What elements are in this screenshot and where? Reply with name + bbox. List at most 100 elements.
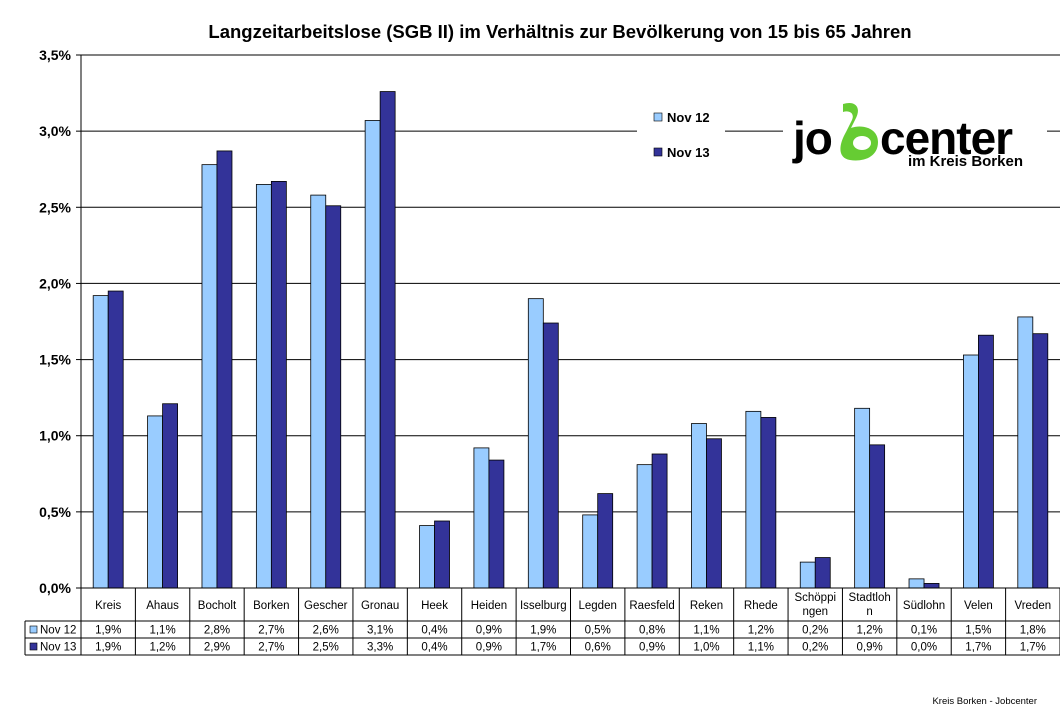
table-series-label-nov13: Nov 13 <box>40 642 76 654</box>
y-axis: 0,0% 0,5% 1,0% 1,5% 2,0% 2,5% 3,0% 3,5% <box>39 47 82 596</box>
legend-swatch-nov13 <box>653 147 663 157</box>
table-cell-nov12: 3,1% <box>367 625 393 637</box>
bar-nov12-10 <box>636 464 653 589</box>
bar-nov12-11 <box>691 423 707 589</box>
bar-nov13-9 <box>597 493 614 589</box>
y-tick-label: 1,5% <box>39 352 71 368</box>
category-label: Gescher <box>304 600 348 612</box>
table-cell-nov13: 2,7% <box>258 642 284 654</box>
table-cell-nov12: 2,6% <box>313 625 339 637</box>
table-cell-nov13: 0,4% <box>421 642 447 654</box>
bar-nov13-0 <box>107 290 124 589</box>
table-cell-nov13: 2,9% <box>204 642 230 654</box>
table-legend-key-nov12 <box>29 625 38 634</box>
table-cell-nov13: 2,5% <box>313 642 339 654</box>
y-tick-label: 0,0% <box>39 580 71 596</box>
bar-nov12-8 <box>527 298 544 589</box>
bar-nov12-14 <box>854 407 871 589</box>
bar-nov13-5 <box>379 91 396 589</box>
chart-title: Langzeitarbeitslose (SGB II) im Verhältn… <box>208 21 911 42</box>
table-series-label-nov12: Nov 12 <box>40 625 76 637</box>
table-cell-nov12: 1,2% <box>857 625 883 637</box>
table-cell-nov13: 1,2% <box>149 642 175 654</box>
table-cell-nov13: 0,2% <box>802 642 828 654</box>
category-label: Reken <box>690 600 723 612</box>
table-cell-nov12: 0,5% <box>585 625 611 637</box>
bar-nov13-16 <box>978 334 994 589</box>
table-cell-nov13: 1,7% <box>530 642 556 654</box>
legend-background <box>637 104 725 174</box>
bar-nov12-17 <box>1017 316 1034 589</box>
bar-nov12-9 <box>582 514 599 589</box>
bar-nov12-7 <box>473 447 490 589</box>
bars <box>92 91 1049 589</box>
category-label: Kreis <box>95 600 121 612</box>
bar-nov12-16 <box>963 354 979 589</box>
legend-label-nov13: Nov 13 <box>667 145 710 160</box>
y-tick-label: 3,5% <box>39 47 71 63</box>
table-cell-nov13: 3,3% <box>367 642 393 654</box>
legend: Nov 12 Nov 13 <box>637 104 725 174</box>
category-label: Heiden <box>471 600 507 612</box>
category-label: Gronau <box>361 600 399 612</box>
bar-nov13-11 <box>706 438 722 589</box>
y-tick-label: 1,0% <box>39 428 71 444</box>
legend-label-nov12: Nov 12 <box>667 110 710 125</box>
bar-nov13-10 <box>651 453 668 589</box>
jobcenter-logo: jo center im Kreis Borken <box>783 102 1047 174</box>
logo-text-center: center <box>880 112 1013 164</box>
table-cell-nov13: 0,6% <box>585 642 611 654</box>
table-cell-nov12: 2,8% <box>204 625 230 637</box>
bar-nov12-3 <box>255 184 272 589</box>
y-tick-label: 2,0% <box>39 275 71 291</box>
bar-nov13-4 <box>325 205 342 589</box>
bar-nov12-6 <box>419 525 435 589</box>
table-cell-nov13: 1,0% <box>693 642 719 654</box>
category-label: Vreden <box>1014 600 1051 612</box>
bar-nov13-17 <box>1032 333 1049 589</box>
bar-nov13-12 <box>760 417 777 589</box>
table-cell-nov12: 0,1% <box>911 625 937 637</box>
y-tick-label: 2,5% <box>39 199 71 215</box>
category-label: Legden <box>579 600 617 612</box>
category-label: Ahaus <box>146 600 179 612</box>
table-cell-nov12: 1,2% <box>748 625 774 637</box>
bar-nov12-13 <box>799 561 816 589</box>
logo-text-jo: jo <box>792 112 832 164</box>
table-cell-nov13: 1,7% <box>1020 642 1046 654</box>
table-cell-nov12: 1,5% <box>965 625 991 637</box>
bar-nov12-0 <box>92 295 109 589</box>
table-cell-nov13: 1,7% <box>965 642 991 654</box>
bar-nov12-12 <box>745 410 762 589</box>
logo-subtitle: im Kreis Borken <box>908 153 1023 170</box>
bar-nov12-1 <box>147 415 163 589</box>
logo-b-counter <box>853 136 871 150</box>
bar-nov13-6 <box>434 520 450 589</box>
y-tick-label: 0,5% <box>39 504 71 520</box>
table-cell-nov12: 0,8% <box>639 625 665 637</box>
table-cell-nov13: 0,0% <box>911 642 937 654</box>
footer-source: Kreis Borken - Jobcenter <box>932 696 1037 707</box>
category-label: Velen <box>964 600 993 612</box>
category-label: Bocholt <box>198 600 237 612</box>
table-cell-nov13: 1,1% <box>748 642 774 654</box>
table-legend-key-nov13 <box>29 642 38 651</box>
table-cell-nov13: 0,9% <box>639 642 665 654</box>
table-cell-nov12: 2,7% <box>258 625 284 637</box>
bar-nov13-15 <box>923 583 940 589</box>
table-cell-nov12: 1,8% <box>1020 625 1046 637</box>
table-cell-nov12: 1,1% <box>149 625 175 637</box>
category-label: Rhede <box>744 600 778 612</box>
table-cell-nov12: 0,2% <box>802 625 828 637</box>
bar-nov12-4 <box>310 194 327 589</box>
table-cell-nov12: 0,9% <box>476 625 502 637</box>
bar-nov12-15 <box>908 578 925 589</box>
table-cell-nov12: 1,9% <box>530 625 556 637</box>
y-tick-label: 3,0% <box>39 123 71 139</box>
legend-swatch-nov12 <box>653 112 663 122</box>
bar-nov13-14 <box>869 444 886 589</box>
bar-nov13-7 <box>488 459 505 589</box>
category-label: Raesfeld <box>629 600 674 612</box>
data-table: Kreis Ahaus Bocholt Borken Gescher Gronau Heek… <box>24 587 1060 656</box>
